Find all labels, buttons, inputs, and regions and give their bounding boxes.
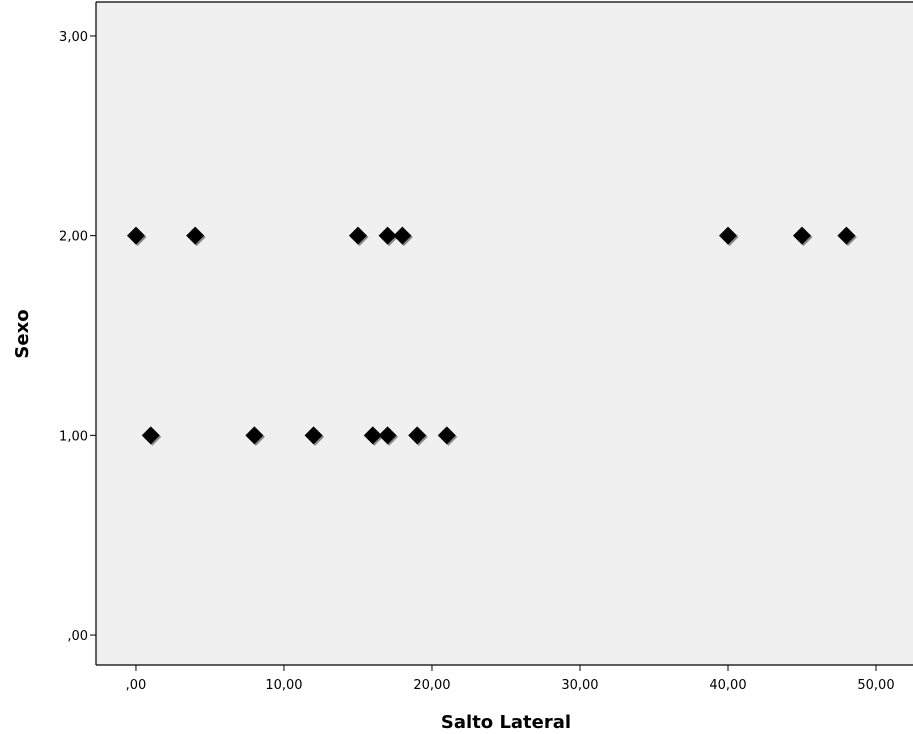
x-axis-title: Salto Lateral <box>441 712 571 733</box>
data-point-marker <box>126 226 145 245</box>
data-point-marker <box>363 426 382 445</box>
x-tick-label: ,00 <box>126 678 147 693</box>
data-point <box>126 226 147 247</box>
y-tick-label: 2,00 <box>59 230 88 245</box>
x-tick-label: 30,00 <box>561 678 598 693</box>
y-axis-title: Sexo <box>12 309 33 358</box>
data-point <box>393 226 413 247</box>
data-point-marker <box>348 226 367 245</box>
x-tick-label: 10,00 <box>265 678 302 693</box>
data-point-marker <box>304 426 323 445</box>
data-point <box>304 426 325 446</box>
x-tick-label: 50,00 <box>857 678 894 693</box>
data-point <box>378 226 399 247</box>
data-point <box>408 426 428 446</box>
data-point-marker <box>141 426 160 445</box>
data-point <box>837 226 857 247</box>
y-tick-label: ,00 <box>67 629 88 644</box>
data-point-marker <box>393 226 412 245</box>
x-tick-label: 40,00 <box>709 678 746 693</box>
data-point <box>792 226 813 247</box>
data-point-marker <box>245 426 264 445</box>
data-point-marker <box>186 226 205 245</box>
data-point-marker <box>837 226 856 245</box>
x-tick-label: 20,00 <box>413 678 450 693</box>
data-point <box>348 226 369 247</box>
y-tick-label: 3,00 <box>59 30 88 45</box>
y-tick-label: 1,00 <box>59 429 88 444</box>
data-point-marker <box>408 426 427 445</box>
data-point <box>378 426 399 446</box>
data-point-marker <box>378 426 397 445</box>
data-point-marker <box>792 226 811 245</box>
data-point <box>363 426 384 446</box>
plot-area <box>96 2 913 665</box>
data-point-marker <box>437 426 456 445</box>
data-point <box>245 426 265 446</box>
data-point <box>718 226 739 247</box>
data-point <box>141 426 162 446</box>
data-point-marker <box>718 226 737 245</box>
data-point <box>186 226 206 247</box>
data-point <box>437 426 458 446</box>
data-point-marker <box>378 226 397 245</box>
